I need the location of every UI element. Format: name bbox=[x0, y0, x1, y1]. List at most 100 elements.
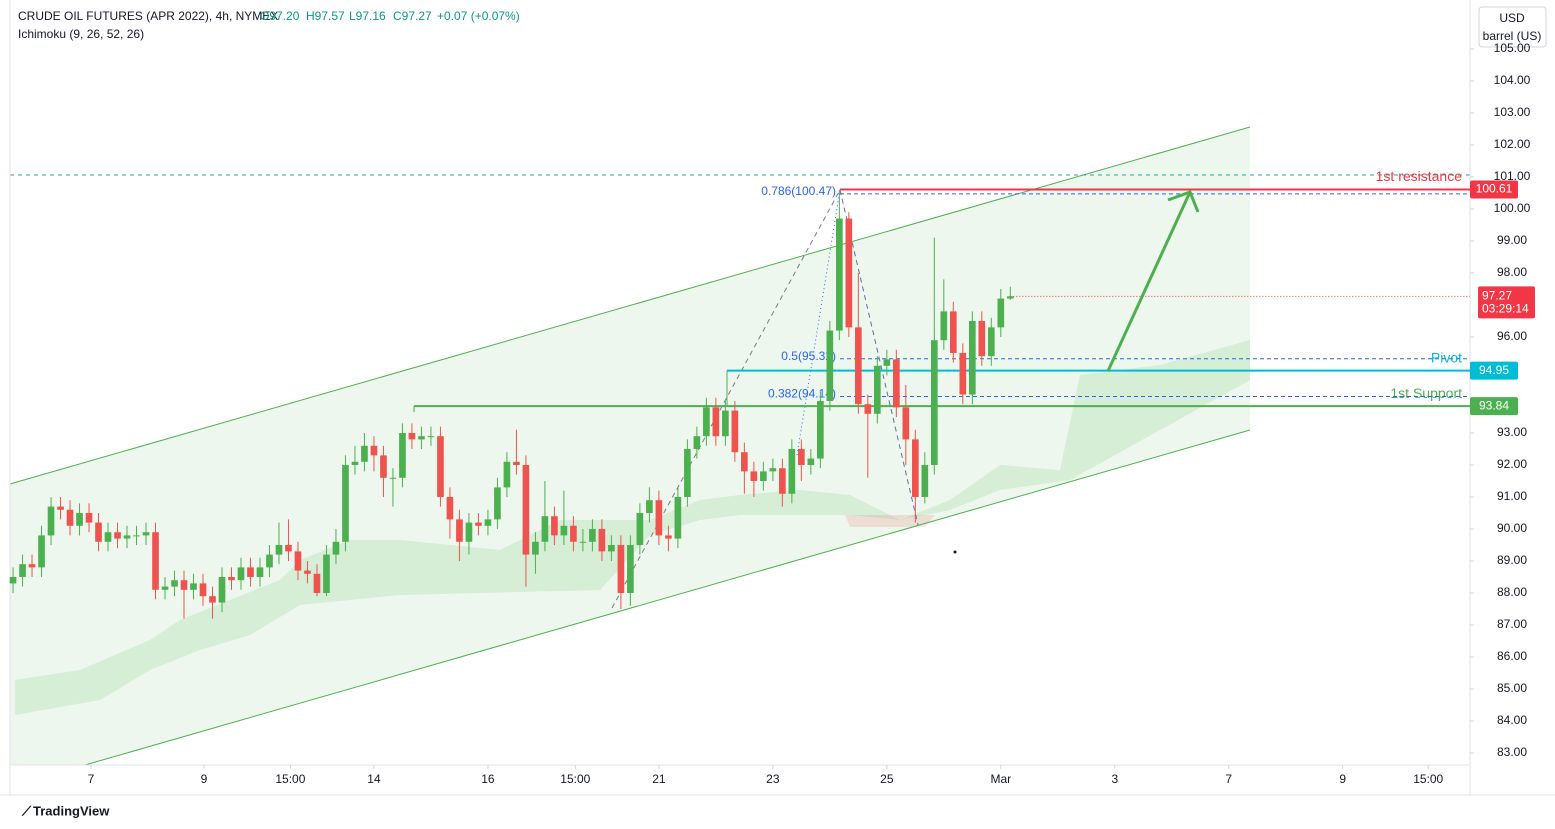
candle-body bbox=[380, 455, 387, 478]
candle-body bbox=[313, 573, 321, 593]
indicator: Ichimoku (9, 26, 52, 26) bbox=[18, 27, 144, 41]
y-tick-label: 91.00 bbox=[1497, 489, 1527, 503]
candle-body bbox=[465, 522, 473, 542]
y-tick-label: 89.00 bbox=[1497, 553, 1527, 567]
ohlc-high: H97.57 bbox=[306, 9, 345, 23]
candle-body bbox=[266, 554, 273, 568]
x-tick-label: 15:00 bbox=[560, 772, 590, 786]
candle-body bbox=[190, 583, 197, 590]
x-tick-label: 15:00 bbox=[1413, 772, 1443, 786]
candle-body bbox=[598, 528, 606, 552]
x-tick-label: 25 bbox=[880, 772, 894, 786]
candle-body bbox=[285, 544, 292, 552]
candle-body bbox=[940, 311, 948, 341]
candle-body bbox=[408, 432, 416, 440]
candle-body bbox=[85, 512, 93, 523]
candle-body bbox=[788, 448, 796, 494]
y-tick-label: 101.00 bbox=[1494, 169, 1531, 183]
x-tick-label: 14 bbox=[367, 772, 381, 786]
currency-box[interactable] bbox=[1478, 6, 1547, 48]
candle-body bbox=[95, 522, 102, 542]
candle-body bbox=[503, 461, 511, 488]
x-tick-label: 3 bbox=[1111, 772, 1118, 786]
candle-body bbox=[513, 461, 520, 465]
ohlc-close: C97.27 bbox=[393, 9, 432, 23]
candle-body bbox=[893, 359, 900, 408]
y-tick-label: 98.00 bbox=[1497, 265, 1527, 279]
x-tick-label: 7 bbox=[88, 772, 95, 786]
candle-body bbox=[589, 528, 596, 542]
candle-body bbox=[921, 464, 929, 497]
level-label: 1st Support bbox=[1390, 385, 1462, 401]
ohlc-change: +0.07 (+0.07%) bbox=[437, 9, 520, 23]
candle-body bbox=[949, 311, 957, 353]
y-tick-label: 86.00 bbox=[1497, 649, 1527, 663]
candle-body bbox=[807, 458, 815, 465]
candle-body bbox=[968, 320, 976, 395]
ichimoku-cloud-bear bbox=[845, 515, 935, 527]
fib-label: 0.786(100.47) bbox=[761, 184, 836, 198]
candle-body bbox=[76, 512, 83, 526]
candle-body bbox=[703, 407, 710, 437]
fib-trend bbox=[611, 189, 841, 609]
candle-body bbox=[247, 567, 254, 577]
y-tick-label: 93.00 bbox=[1497, 425, 1527, 439]
candle-body bbox=[399, 432, 406, 478]
candle-body bbox=[864, 404, 872, 414]
candle-body bbox=[560, 525, 568, 536]
candle-body bbox=[1006, 296, 1014, 299]
x-tick-label: 21 bbox=[652, 772, 666, 786]
candle-body bbox=[19, 564, 26, 577]
candle-body bbox=[104, 532, 112, 542]
candle-body bbox=[978, 320, 986, 357]
logo-mark: ⟋ bbox=[21, 803, 32, 818]
candle-body bbox=[152, 532, 159, 590]
candle-body bbox=[57, 506, 64, 510]
candle-body bbox=[66, 509, 74, 526]
last-price-badge bbox=[1478, 286, 1535, 319]
candle-body bbox=[693, 436, 701, 449]
candle-body bbox=[484, 519, 492, 526]
candle-body bbox=[817, 400, 824, 459]
candle-body bbox=[275, 544, 283, 555]
y-tick-label: 103.00 bbox=[1494, 105, 1531, 119]
candle-body bbox=[161, 586, 169, 590]
price-badge bbox=[1470, 397, 1518, 416]
y-tick-label: 88.00 bbox=[1497, 585, 1527, 599]
y-tick-label: 92.00 bbox=[1497, 457, 1527, 471]
candle-body bbox=[28, 564, 36, 568]
channel-fill bbox=[10, 127, 1250, 765]
candle-body bbox=[836, 218, 843, 331]
candle-body bbox=[750, 471, 758, 481]
candle-body bbox=[218, 576, 226, 603]
candle-body bbox=[228, 576, 235, 581]
candle-body bbox=[826, 330, 834, 401]
candle-body bbox=[456, 519, 463, 542]
candle-body bbox=[760, 471, 767, 481]
candle-body bbox=[636, 512, 644, 545]
unit: barrel (US) bbox=[1483, 29, 1542, 43]
footer-logo[interactable]: TradingView bbox=[33, 803, 110, 818]
y-tick-label: 83.00 bbox=[1497, 745, 1527, 759]
candle-body bbox=[902, 407, 910, 440]
candle-body bbox=[180, 580, 188, 590]
candle-body bbox=[845, 218, 853, 328]
candle-body bbox=[731, 410, 739, 453]
candle-body bbox=[959, 352, 967, 395]
candle-body bbox=[874, 365, 881, 414]
candle-body bbox=[541, 516, 549, 542]
candle-body bbox=[114, 532, 121, 539]
candle-body bbox=[370, 445, 378, 456]
ichimoku-cloud bbox=[15, 340, 1250, 715]
candle-body bbox=[551, 516, 558, 536]
candle-body bbox=[47, 506, 55, 536]
candle-body bbox=[769, 468, 777, 472]
y-tick-label: 104.00 bbox=[1494, 73, 1531, 87]
candle-body bbox=[997, 298, 1005, 328]
candle-body bbox=[418, 436, 425, 440]
candle-body bbox=[38, 535, 45, 568]
candle-body bbox=[798, 448, 805, 465]
candle-body bbox=[361, 445, 368, 462]
